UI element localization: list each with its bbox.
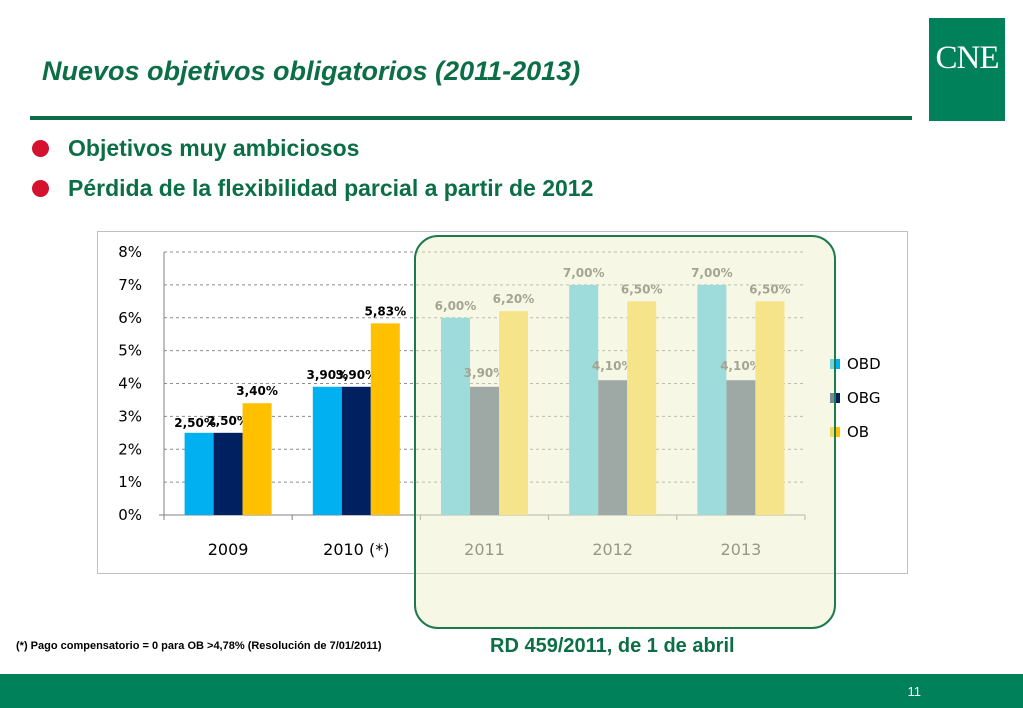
y-tick-label: 3%: [118, 407, 142, 425]
data-label: 3,90%: [306, 368, 348, 382]
y-tick-label: 8%: [118, 243, 142, 261]
y-tick-label: 0%: [118, 506, 142, 524]
bar-obd: [184, 432, 214, 515]
y-tick-label: 1%: [118, 473, 142, 491]
data-label: 3,90%: [335, 368, 377, 382]
regulation-note: RD 459/2011, de 1 de abril: [490, 635, 735, 657]
footer-bar: 11: [0, 674, 1023, 708]
data-label: 2,50%: [207, 414, 249, 428]
bullet-item: Objetivos muy ambiciosos: [30, 128, 593, 168]
slide-title: Nuevos objetivos obligatorios (2011-2013…: [42, 56, 581, 86]
y-tick-label: 7%: [118, 276, 142, 294]
logo-text: CNE: [935, 40, 1000, 76]
legend-label: OBG: [847, 389, 880, 407]
bar-ob: [242, 403, 272, 515]
cne-logo: CNE: [929, 18, 1005, 121]
bar-obd: [312, 386, 342, 515]
legend-label: OB: [847, 423, 869, 441]
x-tick-label: 2010 (*): [323, 540, 389, 559]
y-tick-label: 5%: [118, 342, 142, 360]
x-tick-label: 2009: [208, 540, 249, 559]
bar-obg: [213, 432, 243, 515]
data-label: 3,40%: [236, 384, 278, 398]
page-number: 11: [907, 684, 922, 699]
bullet-text: Pérdida de la flexibilidad parcial a par…: [68, 175, 594, 201]
highlight-box: [414, 235, 836, 629]
bar-obg: [341, 386, 371, 515]
bullet-dot-icon: [32, 180, 49, 197]
legend-label: OBD: [847, 355, 881, 373]
bar-ob: [370, 323, 400, 515]
y-tick-label: 2%: [118, 440, 142, 458]
bullet-dot-icon: [32, 140, 49, 157]
y-tick-label: 4%: [118, 375, 142, 393]
data-label: 2,50%: [174, 416, 216, 430]
bullet-item: Pérdida de la flexibilidad parcial a par…: [30, 168, 593, 208]
title-divider: [30, 116, 912, 120]
data-label: 5,83%: [364, 304, 406, 318]
bullet-text: Objetivos muy ambiciosos: [68, 135, 360, 161]
y-tick-label: 6%: [118, 309, 142, 327]
bullet-list: Objetivos muy ambiciosos Pérdida de la f…: [30, 128, 593, 208]
footnote: (*) Pago compensatorio = 0 para OB >4,78…: [16, 640, 382, 652]
